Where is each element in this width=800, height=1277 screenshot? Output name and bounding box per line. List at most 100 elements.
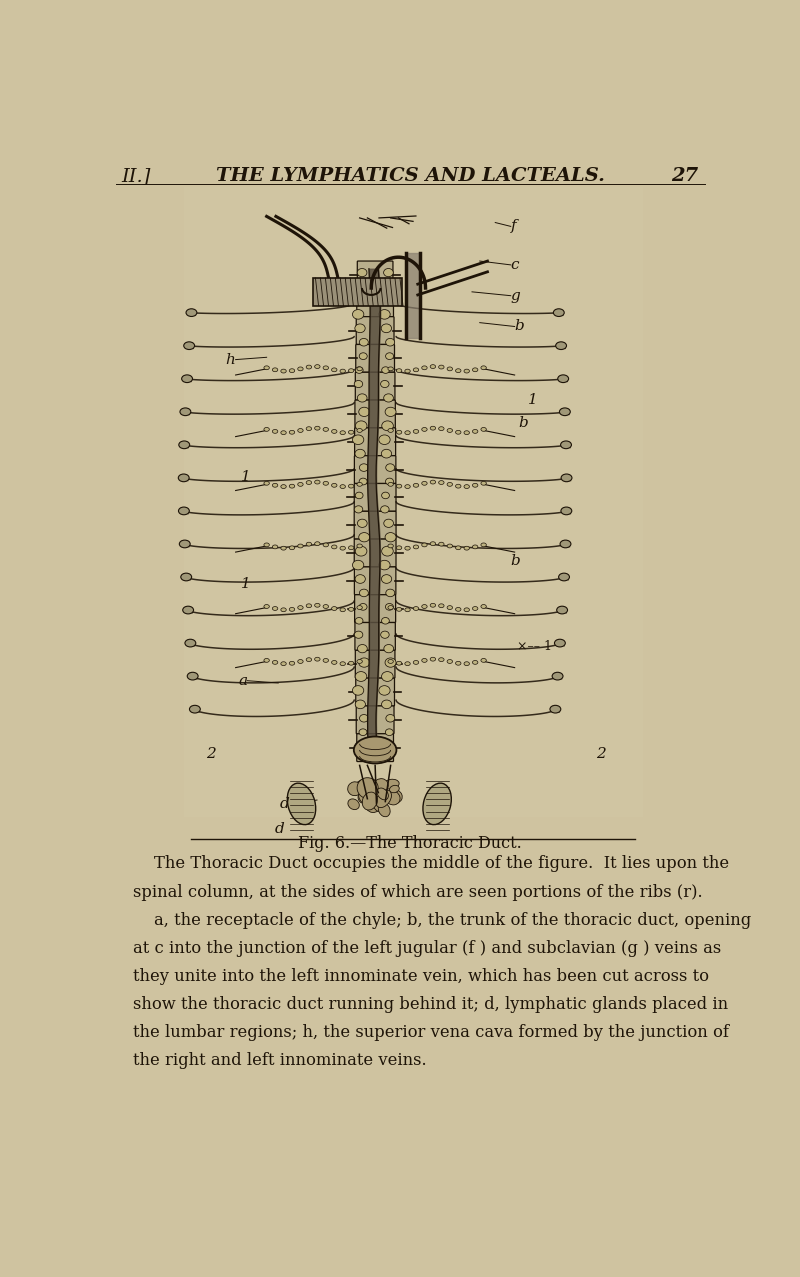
Ellipse shape: [349, 545, 354, 549]
Text: The Thoracic Duct occupies the middle of the figure.  It lies upon the: The Thoracic Duct occupies the middle of…: [133, 856, 729, 872]
Ellipse shape: [423, 783, 451, 825]
Ellipse shape: [281, 369, 286, 373]
Ellipse shape: [181, 573, 192, 581]
Ellipse shape: [405, 661, 410, 665]
Ellipse shape: [388, 605, 394, 609]
Ellipse shape: [340, 485, 346, 489]
Ellipse shape: [306, 604, 312, 608]
Ellipse shape: [179, 441, 190, 448]
Ellipse shape: [298, 544, 303, 548]
Ellipse shape: [422, 428, 427, 432]
Ellipse shape: [405, 547, 410, 550]
FancyBboxPatch shape: [358, 261, 393, 289]
Ellipse shape: [430, 365, 436, 369]
Ellipse shape: [362, 792, 378, 810]
Ellipse shape: [383, 268, 394, 277]
Text: d: d: [280, 797, 290, 811]
Text: a: a: [238, 674, 247, 688]
Ellipse shape: [386, 729, 394, 736]
Ellipse shape: [358, 790, 371, 803]
Ellipse shape: [414, 545, 418, 549]
Ellipse shape: [481, 659, 486, 663]
Ellipse shape: [298, 483, 303, 487]
Ellipse shape: [272, 607, 278, 610]
Ellipse shape: [314, 480, 320, 484]
Ellipse shape: [331, 607, 337, 610]
Ellipse shape: [473, 368, 478, 372]
Text: THE LYMPHATICS AND LACTEALS.: THE LYMPHATICS AND LACTEALS.: [215, 167, 605, 185]
Ellipse shape: [290, 608, 294, 612]
Ellipse shape: [381, 506, 389, 513]
Ellipse shape: [430, 541, 436, 545]
Ellipse shape: [323, 428, 329, 432]
Text: Fig. 6.—The Thoracic Duct.: Fig. 6.—The Thoracic Duct.: [298, 835, 522, 852]
Ellipse shape: [455, 545, 461, 549]
Ellipse shape: [353, 686, 364, 695]
FancyBboxPatch shape: [354, 595, 396, 622]
Ellipse shape: [552, 672, 563, 679]
Ellipse shape: [314, 541, 320, 545]
Ellipse shape: [382, 575, 392, 584]
Ellipse shape: [422, 543, 427, 547]
Ellipse shape: [386, 715, 394, 722]
Ellipse shape: [386, 338, 394, 346]
FancyBboxPatch shape: [354, 484, 396, 511]
Ellipse shape: [358, 533, 370, 541]
Ellipse shape: [382, 421, 394, 430]
Ellipse shape: [422, 659, 427, 663]
Ellipse shape: [190, 705, 200, 713]
Ellipse shape: [464, 485, 470, 489]
Ellipse shape: [355, 421, 367, 430]
Bar: [184, 188, 642, 817]
Ellipse shape: [396, 369, 402, 373]
Ellipse shape: [558, 375, 569, 383]
Ellipse shape: [331, 429, 337, 433]
Bar: [313, 278, 402, 305]
Ellipse shape: [306, 658, 312, 661]
Text: c: c: [510, 258, 519, 272]
Ellipse shape: [272, 545, 278, 549]
Ellipse shape: [358, 520, 367, 527]
Ellipse shape: [464, 661, 470, 665]
Ellipse shape: [358, 407, 370, 416]
Ellipse shape: [396, 484, 402, 488]
Ellipse shape: [473, 660, 478, 664]
Text: at c into the junction of the left jugular (f ) and subclavian (g ) veins as: at c into the junction of the left jugul…: [133, 940, 721, 956]
Ellipse shape: [357, 778, 378, 798]
Ellipse shape: [464, 430, 470, 434]
Ellipse shape: [382, 743, 390, 750]
Ellipse shape: [386, 604, 394, 610]
Ellipse shape: [306, 365, 312, 369]
Ellipse shape: [179, 540, 190, 548]
Ellipse shape: [414, 368, 418, 372]
Ellipse shape: [306, 480, 312, 484]
Ellipse shape: [178, 474, 189, 481]
Ellipse shape: [358, 645, 367, 653]
Ellipse shape: [184, 342, 194, 350]
Ellipse shape: [287, 783, 316, 825]
Ellipse shape: [355, 295, 367, 305]
Ellipse shape: [447, 659, 453, 664]
Ellipse shape: [331, 484, 337, 488]
Ellipse shape: [355, 547, 367, 555]
Ellipse shape: [559, 407, 570, 415]
Ellipse shape: [349, 484, 354, 488]
Ellipse shape: [355, 366, 363, 373]
Ellipse shape: [354, 737, 397, 764]
Text: ×–– 1: ×–– 1: [517, 640, 552, 653]
Ellipse shape: [438, 365, 444, 369]
Ellipse shape: [386, 464, 394, 471]
Ellipse shape: [385, 407, 396, 416]
Text: 2: 2: [206, 747, 216, 761]
Ellipse shape: [414, 660, 418, 664]
Ellipse shape: [396, 608, 402, 612]
Ellipse shape: [388, 789, 402, 803]
Ellipse shape: [357, 605, 362, 609]
Ellipse shape: [558, 573, 570, 581]
Ellipse shape: [422, 481, 427, 485]
Ellipse shape: [373, 779, 388, 793]
Ellipse shape: [473, 429, 478, 433]
Ellipse shape: [405, 608, 410, 612]
Ellipse shape: [550, 705, 561, 713]
Ellipse shape: [414, 607, 418, 610]
